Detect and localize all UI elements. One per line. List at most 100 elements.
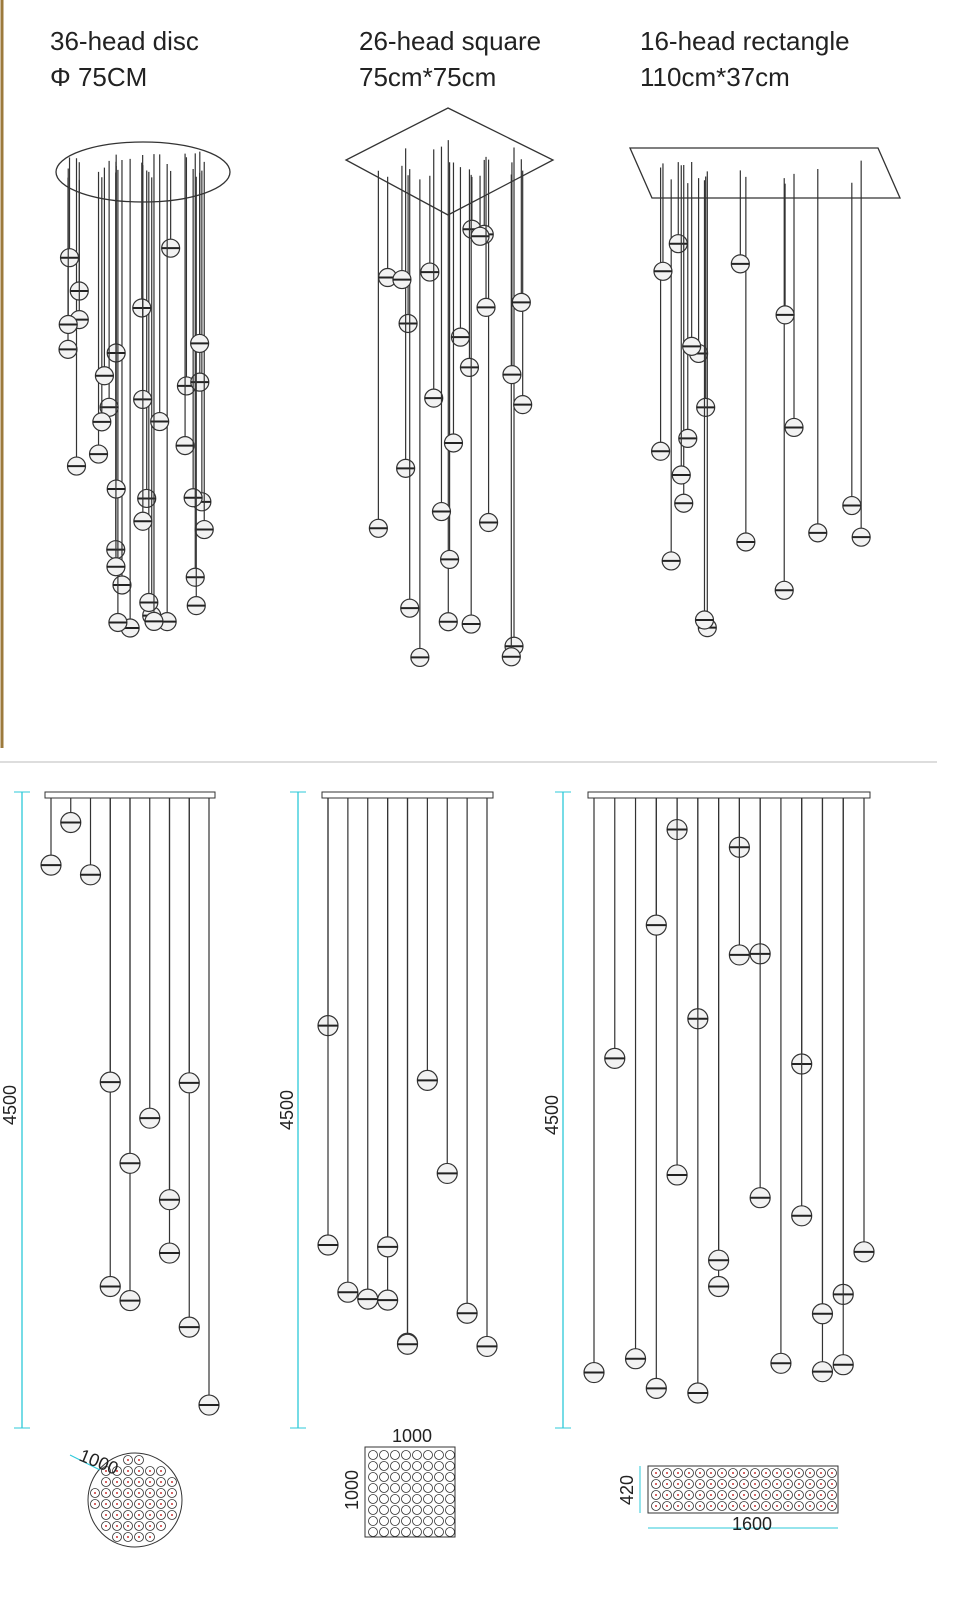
plan-dot-center [710, 1472, 712, 1474]
plan-dot-center [721, 1483, 723, 1485]
plan-dot [816, 1479, 826, 1489]
plan-dot [445, 1461, 455, 1471]
plan-dot [123, 1521, 133, 1531]
plan-dot-center [149, 1536, 151, 1538]
plan-dot-center [699, 1472, 701, 1474]
plan-dot [401, 1472, 411, 1482]
plan-dot [145, 1510, 155, 1520]
height-label: 4500 [0, 1085, 20, 1125]
plan-dot [761, 1501, 771, 1511]
plan-dot-center [149, 1470, 151, 1472]
drawings [14, 107, 901, 1548]
plan-dot [156, 1521, 166, 1531]
plan-dot-center [776, 1505, 778, 1507]
plan-dot [684, 1468, 694, 1478]
plan-dot-center [138, 1536, 140, 1538]
plan-dot-center [666, 1494, 668, 1496]
plan-dot [145, 1521, 155, 1531]
plan-dot-center [743, 1483, 745, 1485]
plan-dot [390, 1505, 400, 1515]
plan-dot-center [743, 1472, 745, 1474]
plan-dot-center [655, 1494, 657, 1496]
plan-dot [101, 1477, 111, 1487]
plan-dot-center [699, 1483, 701, 1485]
plan-dot [390, 1516, 400, 1526]
plan-dot-center [776, 1494, 778, 1496]
plan-dot-center [171, 1514, 173, 1516]
plan-dot [134, 1455, 144, 1465]
plan-dot [412, 1516, 422, 1526]
plan-dot [145, 1532, 155, 1542]
plan-dot [401, 1527, 411, 1537]
plan-dot [695, 1501, 705, 1511]
plan-dot [827, 1468, 837, 1478]
plan-dot [662, 1468, 672, 1478]
plan-dot [112, 1510, 122, 1520]
plan-dot [390, 1494, 400, 1504]
plan-dot-center [116, 1470, 118, 1472]
plan-dot [423, 1527, 433, 1537]
plan-dot-center [160, 1503, 162, 1505]
plan-dot-center [831, 1483, 833, 1485]
plan-dimension: 420 [617, 1475, 637, 1505]
plan-dot [167, 1499, 177, 1509]
plan-dot [379, 1461, 389, 1471]
plan-dot [390, 1472, 400, 1482]
plan-outline [87, 1452, 183, 1548]
plan-dot-center [732, 1494, 734, 1496]
plan-dot-center [127, 1503, 129, 1505]
plan-dot [112, 1477, 122, 1487]
plan-dot [368, 1505, 378, 1515]
plan-dot-center [710, 1505, 712, 1507]
plan-dot [684, 1490, 694, 1500]
plan-dot-center [677, 1483, 679, 1485]
plan-dot [805, 1490, 815, 1500]
height-label: 4500 [542, 1095, 562, 1135]
plan-dot-center [787, 1483, 789, 1485]
plan-dot [368, 1472, 378, 1482]
plan-dot-center [798, 1494, 800, 1496]
plan-dot-center [765, 1472, 767, 1474]
plan-dot [728, 1501, 738, 1511]
plan-dot [772, 1501, 782, 1511]
plan-dot [134, 1532, 144, 1542]
plan-dot-center [732, 1483, 734, 1485]
plan-dot-center [831, 1505, 833, 1507]
plan-dot-center [171, 1503, 173, 1505]
plan-dot [167, 1488, 177, 1498]
plan-dot [423, 1516, 433, 1526]
plan-dot-center [688, 1472, 690, 1474]
plan-dot [772, 1490, 782, 1500]
plan-dot [706, 1490, 716, 1500]
plan-dot-center [105, 1525, 107, 1527]
plan-dot [134, 1510, 144, 1520]
plan-dot [123, 1488, 133, 1498]
plan-dot [167, 1510, 177, 1520]
plan-dot [772, 1468, 782, 1478]
plan-dot-center [138, 1514, 140, 1516]
plan-dot-center [116, 1536, 118, 1538]
product-size: 110cm*37cm [640, 62, 790, 92]
plan-dot [673, 1490, 683, 1500]
plan-dot [101, 1466, 111, 1476]
plan-dot-center [105, 1492, 107, 1494]
product-name: 36-head disc [50, 26, 199, 56]
plan-dot [423, 1461, 433, 1471]
plan-dot-center [127, 1470, 129, 1472]
plan-dot-center [677, 1505, 679, 1507]
plan-dot-center [765, 1494, 767, 1496]
plan-dot [112, 1488, 122, 1498]
plan-dot [761, 1479, 771, 1489]
plan-dot [445, 1472, 455, 1482]
plan-dot-center [127, 1514, 129, 1516]
plan-dot [651, 1501, 661, 1511]
plan-dot [123, 1466, 133, 1476]
plan-dot-center [721, 1472, 723, 1474]
plan-dot [112, 1532, 122, 1542]
plan-dot [134, 1488, 144, 1498]
height-label: 4500 [277, 1090, 297, 1130]
plan-dot [156, 1477, 166, 1487]
plan-dot [651, 1490, 661, 1500]
plan-dot [368, 1494, 378, 1504]
plan-dot [423, 1450, 433, 1460]
